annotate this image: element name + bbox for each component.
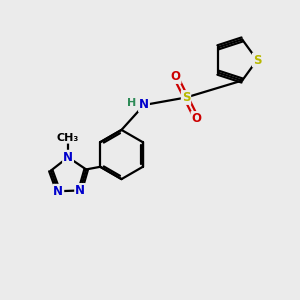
Text: N: N [63, 151, 73, 164]
Text: S: S [182, 91, 190, 104]
Text: CH₃: CH₃ [57, 133, 79, 143]
Text: N: N [139, 98, 149, 112]
Text: O: O [191, 112, 202, 125]
Text: N: N [75, 184, 85, 197]
Text: H: H [127, 98, 136, 109]
Text: N: N [53, 185, 63, 198]
Text: S: S [253, 53, 261, 67]
Text: O: O [170, 70, 181, 83]
